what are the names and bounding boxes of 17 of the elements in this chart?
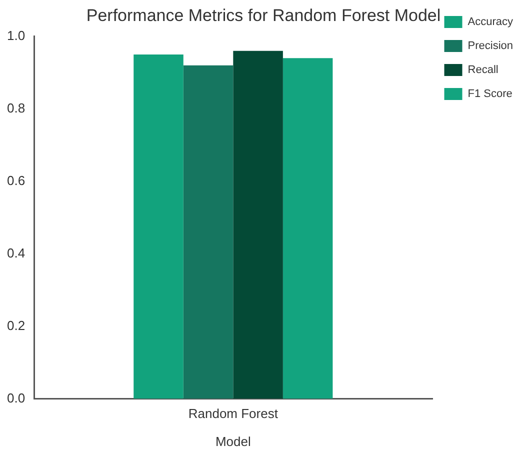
y-tick-label: 0.6 — [6, 172, 26, 188]
legend-label: F1 Score — [468, 88, 512, 100]
y-tick-label: 0.2 — [6, 318, 26, 333]
y-tick-label: 0.8 — [6, 100, 26, 116]
x-tick-label: Random Forest — [188, 406, 278, 422]
chart-title: Performance Metrics for Random Forest Model — [86, 6, 441, 25]
bar — [233, 50, 283, 399]
legend-label: Precision — [468, 40, 514, 52]
bar — [282, 58, 333, 399]
y-tick-label: 1.0 — [6, 28, 26, 43]
legend-label: Accuracy — [468, 16, 514, 28]
y-tick-label: 0.0 — [6, 390, 26, 406]
x-axis-title: Model — [215, 434, 251, 449]
bar — [134, 54, 184, 399]
y-tick-label: 0.4 — [6, 245, 26, 260]
legend-label: Recall — [468, 64, 498, 76]
bar — [183, 65, 234, 399]
